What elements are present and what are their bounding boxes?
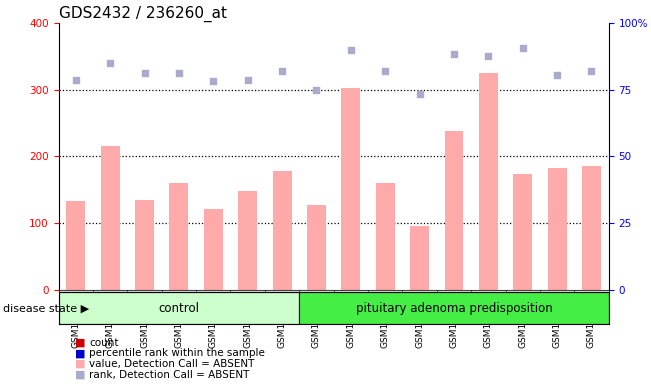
Bar <box>410 226 429 290</box>
Bar <box>66 201 85 290</box>
Bar <box>59 292 299 324</box>
Point <box>105 60 115 66</box>
Text: value, Detection Call = ABSENT: value, Detection Call = ABSENT <box>89 359 255 369</box>
Text: control: control <box>158 302 199 314</box>
Bar <box>169 183 188 290</box>
Point <box>242 77 253 83</box>
Point <box>483 53 493 60</box>
Text: count: count <box>89 338 118 348</box>
Point <box>518 45 528 51</box>
Point <box>70 77 81 83</box>
Point <box>311 87 322 93</box>
Point <box>449 51 459 58</box>
Point <box>380 68 391 74</box>
Text: ■: ■ <box>75 359 85 369</box>
Text: pituitary adenoma predisposition: pituitary adenoma predisposition <box>355 302 552 314</box>
Text: rank, Detection Call = ABSENT: rank, Detection Call = ABSENT <box>89 370 249 380</box>
Bar <box>101 146 120 290</box>
Bar <box>273 171 292 290</box>
Text: ■: ■ <box>75 338 85 348</box>
Bar <box>307 205 326 290</box>
Text: percentile rank within the sample: percentile rank within the sample <box>89 348 265 358</box>
Bar <box>135 200 154 290</box>
Point <box>277 68 287 74</box>
Text: disease state ▶: disease state ▶ <box>3 303 89 313</box>
Point <box>174 70 184 76</box>
Bar <box>547 169 566 290</box>
Point <box>415 91 425 98</box>
Bar <box>341 88 360 290</box>
Text: ■: ■ <box>75 348 85 358</box>
Point <box>346 47 356 53</box>
Bar <box>582 167 601 290</box>
Bar <box>445 131 464 290</box>
Bar <box>376 183 395 290</box>
Point <box>587 68 597 74</box>
Bar <box>299 292 609 324</box>
Point <box>139 70 150 76</box>
Bar <box>513 174 532 290</box>
Text: GDS2432 / 236260_at: GDS2432 / 236260_at <box>59 5 227 22</box>
Bar <box>204 209 223 290</box>
Bar <box>238 191 257 290</box>
Point <box>208 78 219 84</box>
Point <box>552 72 562 78</box>
Text: ■: ■ <box>75 370 85 380</box>
Bar <box>479 73 498 290</box>
